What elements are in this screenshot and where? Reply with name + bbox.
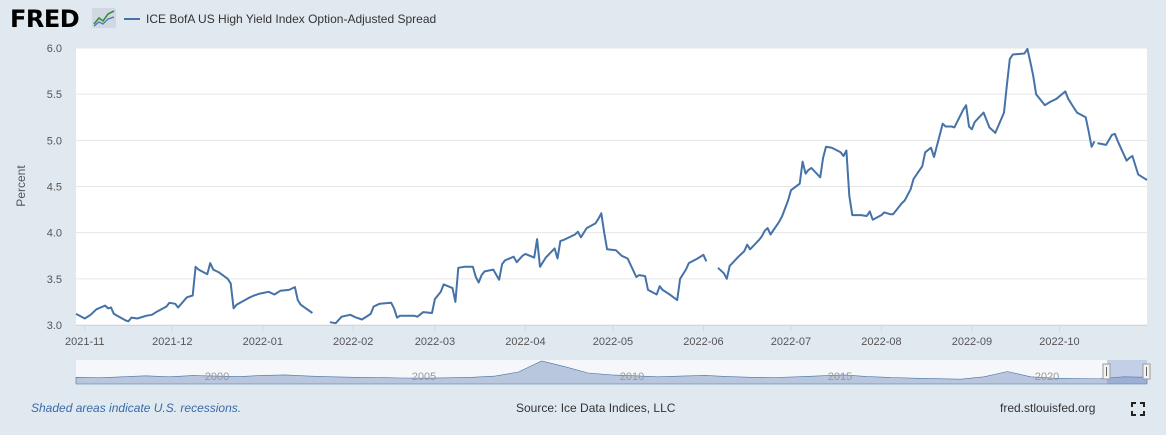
series-line[interactable] <box>75 262 313 323</box>
line-chart[interactable]: 3.0 3.5 4.0 4.5 5.0 5.5 6.0 2021-11 2021-12 2022… <box>0 38 1166 390</box>
x-tick-label: 2022-05 <box>593 336 633 348</box>
x-tick-label: 2022-03 <box>415 336 455 348</box>
y-tick-label: 4.0 <box>47 228 62 240</box>
fred-logo[interactable]: FRED <box>10 5 80 33</box>
navigator-tick-label: 2020 <box>1035 371 1059 383</box>
x-tick-label: 2022-04 <box>505 336 545 348</box>
x-tick-label: 2022-09 <box>952 336 992 348</box>
x-tick-label: 2022-07 <box>771 336 811 348</box>
x-tick-label: 2022-02 <box>333 336 373 348</box>
gridlines <box>76 47 1147 326</box>
navigator-ticks: 2000 2005 2010 2015 2020 <box>205 371 1059 383</box>
recession-note: Shaded areas indicate U.S. recessions. <box>31 401 242 415</box>
series-line[interactable] <box>1097 132 1148 181</box>
y-axis-ticks: 3.0 3.5 4.0 4.5 5.0 5.5 6.0 <box>47 43 62 332</box>
series-layer <box>75 47 1148 325</box>
navigator-tick-label: 2015 <box>828 371 852 383</box>
x-tick-label: 2022-10 <box>1039 336 1079 348</box>
series-line[interactable] <box>717 47 1096 280</box>
x-tick-label: 2022-01 <box>243 336 283 348</box>
navigator-tick-label: 2005 <box>412 371 436 383</box>
navigator-tick-label: 2010 <box>620 371 644 383</box>
x-axis-ticks: 2021-11 2021-12 2022-01 2022-02 2022-03 2022-… <box>65 325 1080 348</box>
y-tick-label: 4.5 <box>47 182 62 194</box>
y-axis-label: Percent <box>14 165 28 207</box>
line-chart-icon <box>92 8 116 28</box>
source-text: Source: Ice Data Indices, LLC <box>516 401 676 415</box>
site-link[interactable]: fred.stlouisfed.org <box>1000 401 1096 415</box>
series-line[interactable] <box>329 212 708 325</box>
legend-swatch <box>124 18 140 20</box>
y-tick-label: 3.0 <box>47 320 62 332</box>
x-tick-label: 2021-11 <box>65 336 105 348</box>
navigator-window[interactable] <box>1107 360 1147 384</box>
x-tick-label: 2022-06 <box>683 336 723 348</box>
y-tick-label: 5.5 <box>47 89 62 101</box>
y-tick-label: 5.0 <box>47 135 62 147</box>
navigator[interactable]: 2000 2005 2010 2015 2020 <box>75 360 1151 385</box>
y-tick-label: 6.0 <box>47 43 62 55</box>
legend-label: ICE BofA US High Yield Index Option-Adju… <box>146 12 437 26</box>
x-tick-label: 2022-08 <box>861 336 901 348</box>
y-tick-label: 3.5 <box>47 274 62 286</box>
fullscreen-icon[interactable] <box>1131 402 1145 416</box>
navigator-tick-label: 2000 <box>205 371 229 383</box>
chart-header: FRED ICE BofA US High Yield Index Option… <box>0 0 1166 38</box>
navigator-area <box>75 360 1148 385</box>
x-tick-label: 2021-12 <box>152 336 192 348</box>
